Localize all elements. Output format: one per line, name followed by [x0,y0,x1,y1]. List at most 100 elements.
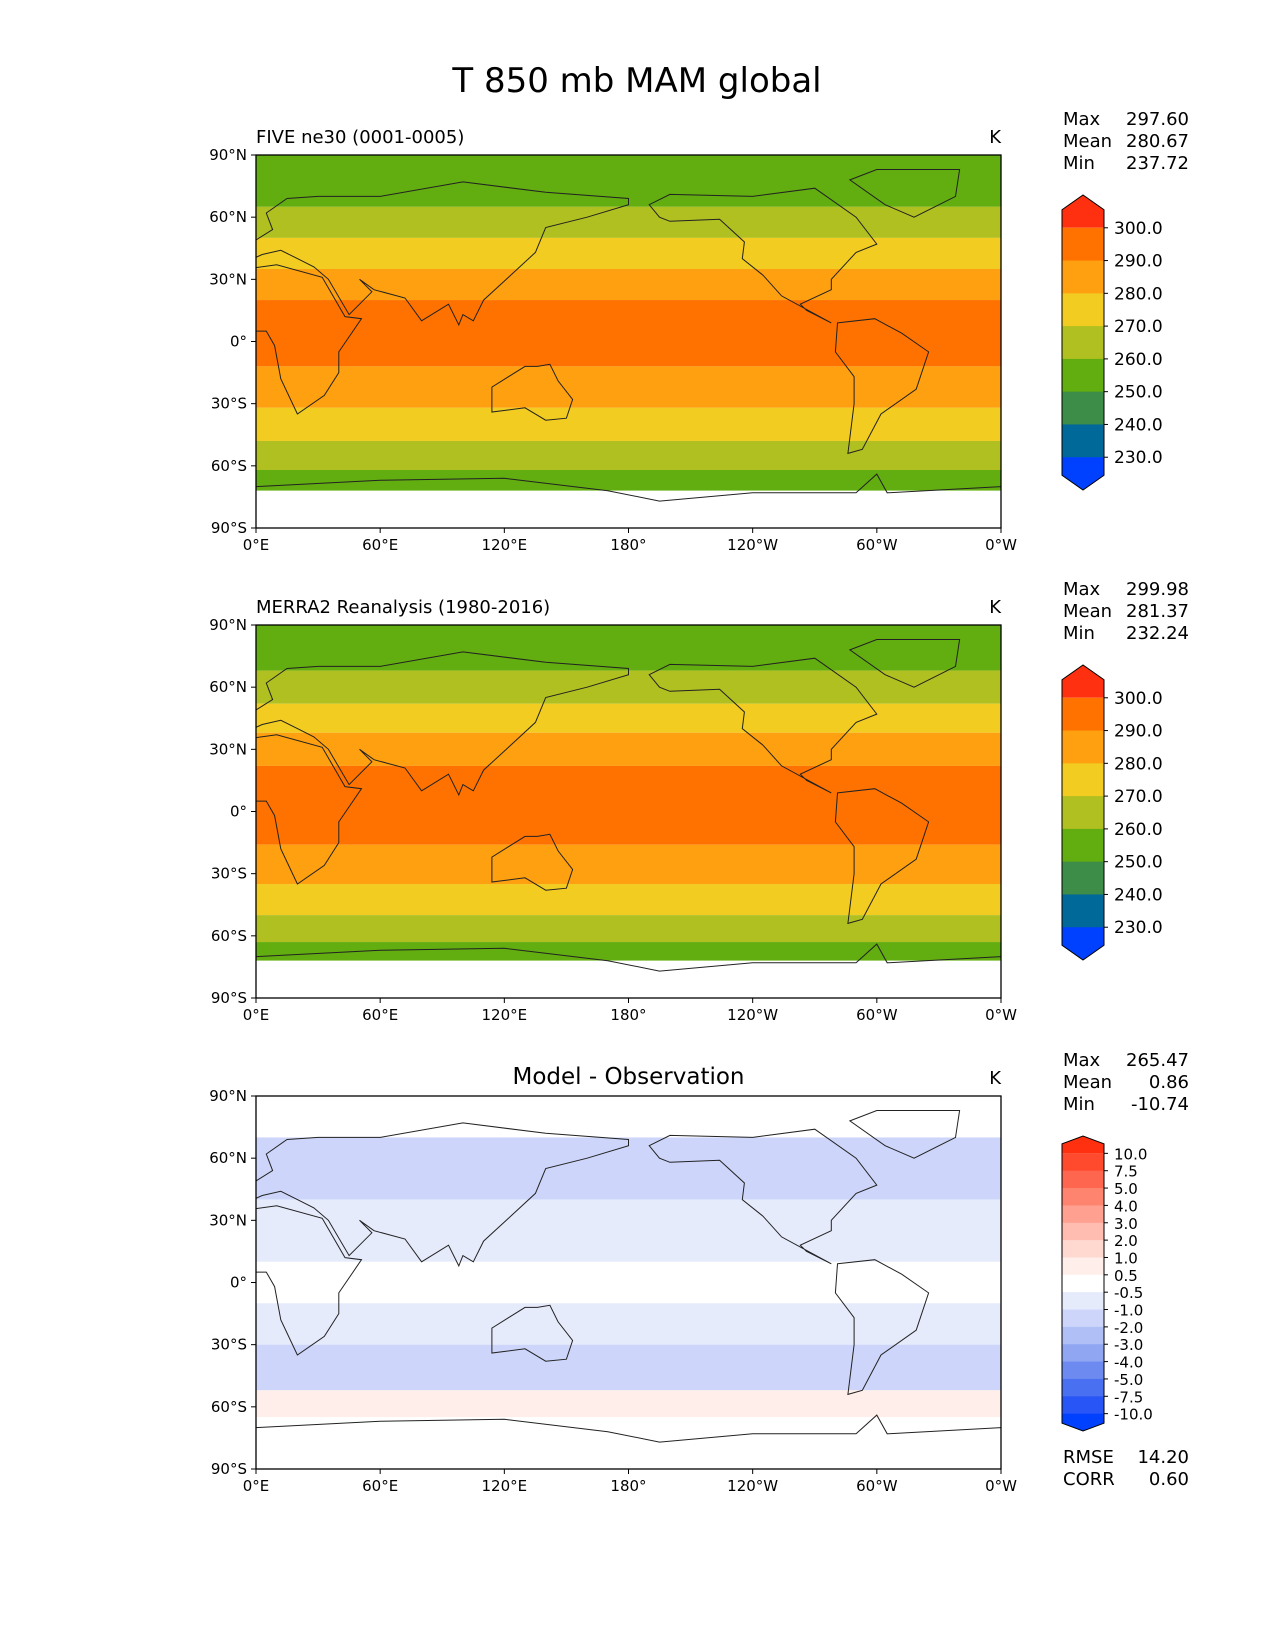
y-tick-label: 0° [230,333,247,351]
colorbar-segment [1062,1153,1104,1172]
coastline [648,187,878,324]
coastline [648,657,878,794]
y-tick-label: 90°S [211,1460,247,1478]
colorbar-segment [1062,1136,1104,1154]
stat-mean-value: 281.37 [1126,601,1189,622]
colorbar-segment [1062,293,1104,327]
field-band [256,732,1001,766]
stat-mean-value: 280.67 [1126,131,1189,152]
colorbar-label: 3.0 [1114,1215,1138,1233]
field-band [256,1303,1001,1345]
field-band [256,625,1001,671]
y-tick-label: 60°S [211,927,247,945]
colorbar-label: 1.0 [1114,1249,1138,1267]
y-tick-label: 60°S [211,1398,247,1416]
colorbar-segment [1062,927,1104,960]
map-panel-3: Model - Observation K 90°N 60°N 30°N 0° 30°S 60… [209,1050,1189,1495]
y-tick-label: 60°S [211,457,247,475]
stat-max-value: 297.60 [1126,109,1189,130]
field-band [256,237,1001,269]
field-band [256,915,1001,943]
coastline [256,473,1001,528]
colorbar-label: 250.0 [1114,853,1163,873]
field-band [256,942,1001,961]
colorbar-segment [1062,358,1104,393]
panel-title: FIVE ne30 (0001-0005) [256,127,464,148]
units-label: K [989,597,1002,618]
stat-max-value: 299.98 [1126,579,1189,600]
colorbar-label: 240.0 [1114,415,1163,435]
colorbar-segment [1062,1326,1104,1345]
colorbar-segment [1062,1344,1104,1363]
colorbar-segment [1062,894,1104,928]
y-tick-label: 90°N [209,616,247,634]
coastline [256,943,1001,998]
colorbar-segment [1062,697,1104,732]
stat-corr-value: 0.60 [1149,1469,1189,1490]
field-band [256,884,1001,916]
field-band [256,765,1001,845]
x-tick-label: 0°E [243,1006,270,1024]
field-band [256,1390,1001,1418]
colorbar-segment [1062,1396,1104,1415]
x-tick-label: 60°E [362,1006,398,1024]
y-tick-label: 90°N [209,1087,247,1105]
coastline [491,833,574,891]
colorbar-label: 10.0 [1114,1145,1147,1163]
colorbar-label: 270.0 [1114,317,1163,337]
units-label: K [989,1068,1002,1089]
stat-min-label: Min [1063,1094,1095,1115]
field-bands [256,1096,1001,1469]
stat-corr-label: CORR [1063,1469,1115,1490]
x-tick-label: 180° [610,536,646,554]
coastline [256,734,363,885]
coastlines [256,169,1001,528]
colorbar-label: -1.0 [1114,1302,1143,1320]
units-label: K [989,127,1002,148]
colorbar-label: 230.0 [1114,918,1163,938]
x-tick-label: 120°E [482,1477,528,1495]
colorbar-label: -4.0 [1114,1354,1143,1372]
field-band [256,1437,1001,1469]
field-band [256,268,1001,301]
x-tick-label: 60°W [856,1006,898,1024]
field-bands [256,155,1001,528]
coastline [648,1128,878,1265]
field-band [256,1261,1001,1304]
colorbar-label: -0.5 [1114,1284,1143,1302]
colorbar-outline [1061,1135,1105,1432]
colorbar-label: 300.0 [1114,219,1163,239]
colorbar-segment [1062,1170,1104,1189]
colorbar-label: 240.0 [1114,885,1163,905]
coastline [848,639,961,688]
figure-title: T 850 mb MAM global [451,61,821,101]
x-tick-label: 120°W [727,1006,778,1024]
field-band [256,1344,1001,1391]
x-tick-label: 0°E [243,1477,270,1495]
y-tick-label: 30°N [209,270,247,288]
colorbar-segment [1062,260,1104,294]
y-tick-label: 90°S [211,989,247,1007]
coastline [256,1414,1001,1469]
field-band [256,703,1001,733]
colorbar-segment [1062,796,1104,830]
stat-rmse-value: 14.20 [1137,1447,1189,1468]
colorbar-segment [1062,1222,1104,1241]
stat-min-label: Min [1063,623,1095,644]
field-band [256,1137,1001,1200]
stat-mean-label: Mean [1063,601,1112,622]
x-tick-label: 120°W [727,536,778,554]
field-band [256,469,1001,491]
x-tick-label: 120°E [482,536,528,554]
coastline [256,181,629,327]
coastline [848,169,961,218]
x-tick-label: 180° [610,1477,646,1495]
field-band [256,1096,1001,1138]
field-band [256,844,1001,885]
colorbar-label: 290.0 [1114,252,1163,272]
panel-title: MERRA2 Reanalysis (1980-2016) [256,597,550,618]
y-tick-label: 60°N [209,208,247,226]
colorbar-label: 260.0 [1114,350,1163,370]
panel-title: Model - Observation [512,1064,744,1090]
